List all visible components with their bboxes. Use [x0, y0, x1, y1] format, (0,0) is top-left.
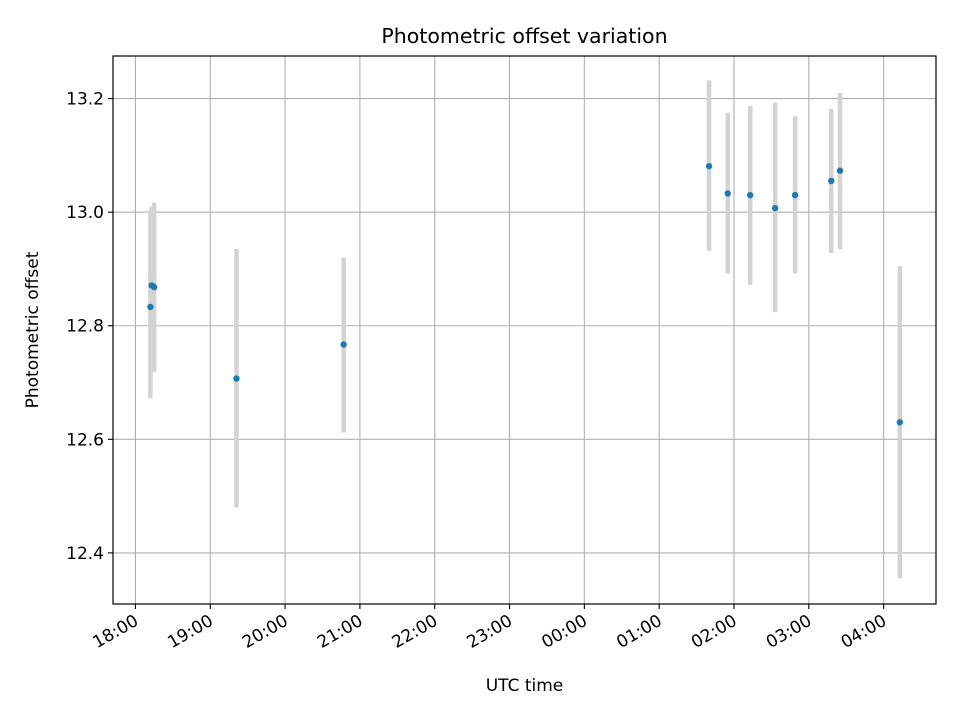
data-point	[147, 303, 154, 311]
data-point	[150, 283, 158, 291]
data-point	[791, 191, 799, 199]
y-tick-label: 12.8	[66, 317, 104, 337]
data-point	[771, 204, 779, 212]
data-point	[747, 191, 754, 199]
data-point	[836, 167, 844, 174]
data-point	[828, 177, 835, 185]
y-tick-label: 12.4	[66, 544, 104, 564]
chart-title: Photometric offset variation	[381, 24, 667, 48]
data-point	[896, 419, 904, 426]
y-tick-label: 12.6	[66, 430, 104, 450]
data-point	[705, 162, 713, 170]
data-point	[233, 375, 240, 382]
data-point	[340, 341, 347, 348]
y-tick-label: 13.2	[66, 90, 104, 110]
data-point	[724, 190, 731, 197]
grid-layer	[113, 56, 936, 604]
y-axis-label: Photometric offset	[23, 251, 43, 408]
y-tick-label: 13.0	[66, 203, 104, 223]
point-layer	[147, 162, 904, 426]
plot-frame	[112, 55, 937, 605]
x-axis-label: UTC time	[486, 676, 564, 696]
